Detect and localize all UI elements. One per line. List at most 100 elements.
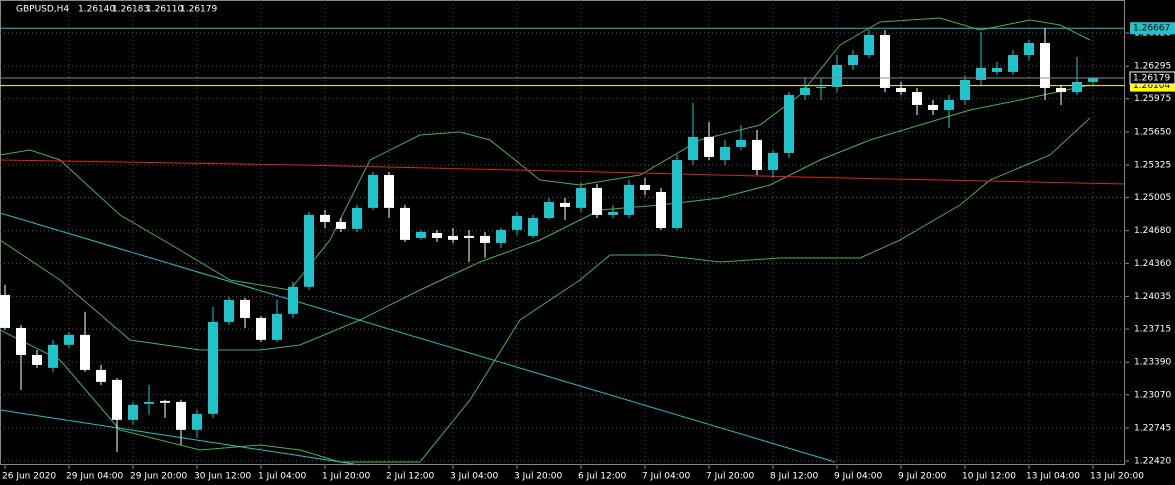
bear-body — [112, 379, 122, 420]
bull-body — [784, 94, 794, 153]
bull-body — [736, 139, 746, 147]
x-tick-label: 8 Jul 12:00 — [770, 472, 819, 482]
trendline — [0, 409, 361, 466]
bull-body — [672, 159, 682, 228]
bull-body — [352, 207, 362, 229]
bull-body — [1088, 77, 1098, 82]
x-tick-label: 3 Jul 20:00 — [514, 472, 563, 482]
bear-body — [336, 221, 346, 229]
y-tick-label: 1.22745 — [1134, 423, 1171, 433]
bull-body — [944, 99, 954, 110]
bull-body — [272, 313, 282, 340]
bear-body — [928, 104, 938, 110]
bear-body — [752, 139, 762, 170]
y-tick-label: 1.24680 — [1134, 226, 1171, 236]
bull-body — [496, 229, 506, 243]
bollinger-lower — [0, 117, 1091, 463]
y-tick-label: 1.24035 — [1134, 292, 1171, 302]
symbol: GBPUSD,H4 — [16, 5, 69, 15]
bull-body — [64, 334, 74, 345]
x-tick-label: 26 Jun 2020 — [2, 472, 56, 482]
x-tick-label: 3 Jul 04:00 — [450, 472, 499, 482]
level-label: 1.26667 — [1133, 24, 1170, 34]
bull-body — [528, 217, 538, 236]
x-tick-label: 9 Jul 04:00 — [834, 472, 883, 482]
bull-body — [1024, 43, 1034, 56]
bear-body — [16, 327, 26, 355]
y-tick-label: 1.24360 — [1134, 259, 1171, 269]
bull-body — [832, 65, 842, 87]
bull-body — [624, 184, 634, 215]
plot-frame — [0, 0, 1125, 465]
bull-body — [720, 146, 730, 160]
bull-body — [288, 286, 298, 314]
moving-average — [0, 159, 1126, 185]
bear-body — [880, 34, 890, 88]
x-tick-label: 10 Jul 12:00 — [962, 472, 1016, 482]
bull-body — [864, 34, 874, 56]
x-tick-label: 7 Jul 04:00 — [642, 472, 691, 482]
bull-body — [992, 67, 1002, 72]
bull-body — [192, 413, 202, 430]
y-tick-label: 1.22420 — [1134, 457, 1171, 467]
bear-body — [32, 354, 42, 365]
price-label-box — [1129, 71, 1175, 85]
bear-body — [80, 334, 90, 370]
bull-body — [304, 214, 314, 287]
bull-body — [1072, 81, 1082, 93]
bear-body — [1040, 43, 1050, 88]
y-tick-label: 1.26295 — [1134, 62, 1171, 72]
bear-body — [160, 400, 170, 403]
bear-body — [0, 294, 10, 328]
bollinger-upper — [0, 17, 1091, 291]
bear-body — [704, 136, 714, 157]
bull-body — [512, 215, 522, 230]
x-tick-label: 13 Jul 20:00 — [1090, 472, 1144, 482]
y-tick-label: 1.23715 — [1134, 325, 1171, 335]
price-label: 1.26179 — [1133, 73, 1170, 83]
bull-body — [208, 321, 218, 414]
bear-body — [592, 187, 602, 215]
bull-body — [688, 136, 698, 160]
bear-body — [176, 401, 186, 430]
x-tick-label: 2 Jul 12:00 — [386, 472, 435, 482]
bear-body — [256, 317, 266, 340]
bear-body — [896, 87, 906, 93]
header-open: 1.26140 — [78, 5, 115, 15]
bull-body — [48, 344, 58, 368]
bear-body — [384, 174, 394, 208]
bear-body — [656, 191, 666, 228]
bull-body — [416, 231, 426, 238]
bear-body — [448, 235, 458, 240]
header-close: 1.26179 — [180, 5, 217, 15]
bull-body — [976, 67, 986, 80]
bear-body — [96, 369, 106, 382]
x-tick-label: 6 Jul 12:00 — [578, 472, 627, 482]
x-tick-label: 1 Jul 20:00 — [322, 472, 371, 482]
y-tick-label: 1.25975 — [1134, 94, 1171, 104]
bull-body — [816, 86, 826, 88]
bear-body — [640, 184, 650, 190]
bull-body — [544, 201, 554, 218]
trendline — [0, 212, 836, 463]
bull-body — [224, 299, 234, 322]
bear-body — [1056, 87, 1066, 93]
bear-body — [240, 299, 250, 318]
bull-body — [1008, 55, 1018, 72]
x-tick-label: 13 Jul 04:00 — [1026, 472, 1080, 482]
bull-body — [608, 211, 618, 215]
x-tick-label: 30 Jun 12:00 — [194, 472, 251, 482]
x-tick-label: 1 Jul 04:00 — [258, 472, 307, 482]
bear-body — [320, 214, 330, 222]
bear-body — [432, 232, 442, 238]
level-label-box — [1130, 22, 1175, 35]
bear-body — [464, 235, 474, 238]
bear-body — [480, 235, 490, 243]
header-low: 1.26110 — [146, 5, 183, 15]
y-tick-label: 1.23070 — [1134, 390, 1171, 400]
level-label: 1.26104 — [1133, 81, 1170, 91]
x-tick-label: 7 Jul 20:00 — [706, 472, 755, 482]
bull-body — [144, 401, 154, 404]
